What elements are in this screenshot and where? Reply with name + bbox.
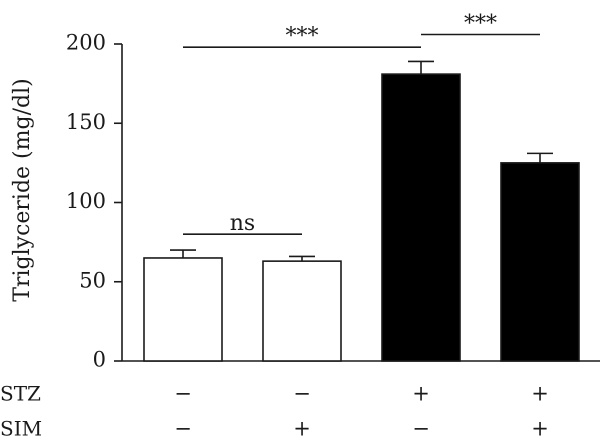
y-tick-label-50: 50: [79, 268, 106, 292]
bar-4: [500, 162, 580, 362]
bar-3: [381, 73, 461, 362]
y-tick-label-0: 0: [93, 348, 106, 372]
significance-label-1: ns: [230, 211, 255, 236]
y-tick-label-200: 200: [66, 31, 106, 55]
factor-value-sim-4: +: [531, 417, 549, 441]
significance-label-2: ***: [286, 24, 319, 49]
factor-label-stz: STZ: [0, 382, 41, 406]
factor-value-sim-1: −: [174, 417, 192, 441]
factor-label-sim: SIM: [0, 417, 42, 441]
factor-value-sim-2: +: [293, 417, 311, 441]
significance-layer: ns *** ***: [183, 11, 540, 236]
bar-2: [262, 260, 342, 362]
y-axis-title: Triglyceride (mg/dl): [10, 78, 35, 301]
factor-value-stz-1: −: [174, 382, 192, 406]
significance-label-3: ***: [464, 11, 497, 36]
factor-table: STZ − − + + SIM − + − +: [0, 382, 549, 441]
y-tick-label-100: 100: [66, 189, 106, 213]
factor-value-stz-2: −: [293, 382, 311, 406]
factor-value-stz-4: +: [531, 382, 549, 406]
factor-value-sim-3: −: [412, 417, 430, 441]
y-tick-label-150: 150: [66, 110, 106, 134]
bar-1: [143, 257, 223, 362]
factor-value-stz-3: +: [412, 382, 430, 406]
bar-layer: [143, 60, 580, 362]
